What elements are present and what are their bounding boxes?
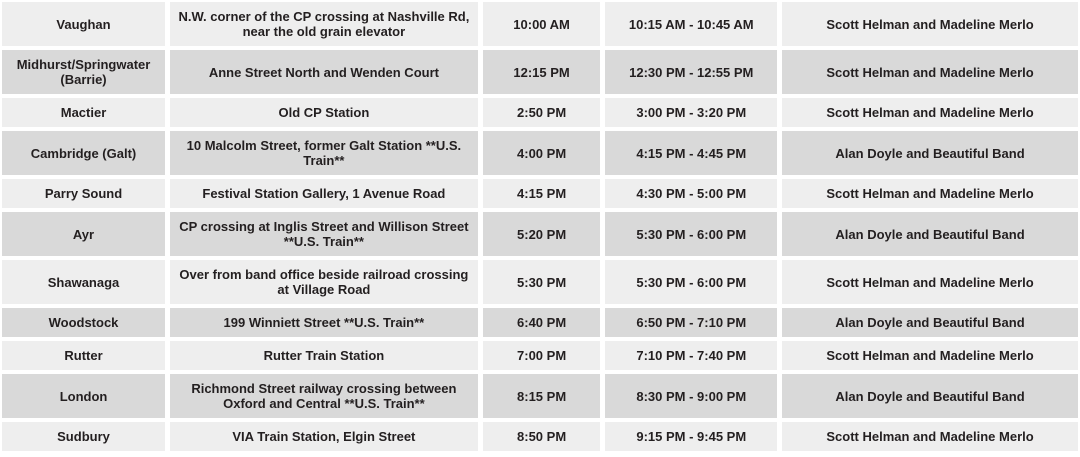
cell-performers: Scott Helman and Madeline Merlo	[782, 179, 1078, 208]
table-row: Sudbury VIA Train Station, Elgin Street 8:…	[2, 422, 1078, 451]
cell-arrival: 4:00 PM	[482, 131, 601, 175]
cell-arrival: 8:15 PM	[482, 374, 601, 418]
cell-venue: VIA Train Station, Elgin Street	[170, 422, 478, 451]
cell-performers: Alan Doyle and Beautiful Band	[782, 131, 1078, 175]
cell-performers: Alan Doyle and Beautiful Band	[782, 308, 1078, 337]
table-row: Mactier Old CP Station 2:50 PM 3:00 PM - 3:…	[2, 98, 1078, 127]
cell-show-time: 3:00 PM - 3:20 PM	[605, 98, 778, 127]
cell-venue: Festival Station Gallery, 1 Avenue Road	[170, 179, 478, 208]
table-row: London Richmond Street railway crossing b…	[2, 374, 1078, 418]
cell-show-time: 6:50 PM - 7:10 PM	[605, 308, 778, 337]
cell-performers: Scott Helman and Madeline Merlo	[782, 341, 1078, 370]
cell-arrival: 10:00 AM	[482, 2, 601, 46]
cell-show-time: 5:30 PM - 6:00 PM	[605, 260, 778, 304]
cell-show-time: 8:30 PM - 9:00 PM	[605, 374, 778, 418]
schedule-rows: Vaughan N.W. corner of the CP crossing at…	[2, 2, 1078, 451]
cell-performers: Alan Doyle and Beautiful Band	[782, 212, 1078, 256]
cell-arrival: 5:20 PM	[482, 212, 601, 256]
cell-show-time: 12:30 PM - 12:55 PM	[605, 50, 778, 94]
cell-venue: CP crossing at Inglis Street and Williso…	[170, 212, 478, 256]
cell-venue: 10 Malcolm Street, former Galt Station *…	[170, 131, 478, 175]
cell-venue: Over from band office beside railroad cr…	[170, 260, 478, 304]
cell-location: London	[2, 374, 166, 418]
cell-performers: Alan Doyle and Beautiful Band	[782, 374, 1078, 418]
cell-arrival: 8:50 PM	[482, 422, 601, 451]
cell-arrival: 6:40 PM	[482, 308, 601, 337]
table-row: Midhurst/Springwater (Barrie) Anne Street…	[2, 50, 1078, 94]
cell-location: Vaughan	[2, 2, 166, 46]
cell-location: Parry Sound	[2, 179, 166, 208]
table-row: Vaughan N.W. corner of the CP crossing at…	[2, 2, 1078, 46]
cell-arrival: 4:15 PM	[482, 179, 601, 208]
cell-location: Midhurst/Springwater (Barrie)	[2, 50, 166, 94]
cell-arrival: 7:00 PM	[482, 341, 601, 370]
cell-location: Ayr	[2, 212, 166, 256]
cell-show-time: 4:30 PM - 5:00 PM	[605, 179, 778, 208]
cell-performers: Scott Helman and Madeline Merlo	[782, 2, 1078, 46]
cell-show-time: 5:30 PM - 6:00 PM	[605, 212, 778, 256]
cell-show-time: 4:15 PM - 4:45 PM	[605, 131, 778, 175]
cell-arrival: 5:30 PM	[482, 260, 601, 304]
cell-location: Sudbury	[2, 422, 166, 451]
cell-performers: Scott Helman and Madeline Merlo	[782, 260, 1078, 304]
table-row: Shawanaga Over from band office beside ra…	[2, 260, 1078, 304]
table-row: Cambridge (Galt) 10 Malcolm Street, forme…	[2, 131, 1078, 175]
cell-location: Mactier	[2, 98, 166, 127]
cell-venue: 199 Winniett Street **U.S. Train**	[170, 308, 478, 337]
cell-performers: Scott Helman and Madeline Merlo	[782, 50, 1078, 94]
cell-arrival: 12:15 PM	[482, 50, 601, 94]
cell-venue: Rutter Train Station	[170, 341, 478, 370]
cell-show-time: 9:15 PM - 9:45 PM	[605, 422, 778, 451]
cell-location: Cambridge (Galt)	[2, 131, 166, 175]
cell-arrival: 2:50 PM	[482, 98, 601, 127]
cell-venue: Richmond Street railway crossing between…	[170, 374, 478, 418]
cell-location: Shawanaga	[2, 260, 166, 304]
table-row: Ayr CP crossing at Inglis Street and Will…	[2, 212, 1078, 256]
cell-location: Rutter	[2, 341, 166, 370]
cell-show-time: 7:10 PM - 7:40 PM	[605, 341, 778, 370]
cell-venue: Old CP Station	[170, 98, 478, 127]
table-row: Woodstock 199 Winniett Street **U.S. Trai…	[2, 308, 1078, 337]
cell-performers: Scott Helman and Madeline Merlo	[782, 422, 1078, 451]
cell-venue: Anne Street North and Wenden Court	[170, 50, 478, 94]
cell-performers: Scott Helman and Madeline Merlo	[782, 98, 1078, 127]
table-row: Rutter Rutter Train Station 7:00 PM 7:10 PM…	[2, 341, 1078, 370]
cell-venue: N.W. corner of the CP crossing at Nashvi…	[170, 2, 478, 46]
table-row: Parry Sound Festival Station Gallery, 1 A…	[2, 179, 1078, 208]
cell-show-time: 10:15 AM - 10:45 AM	[605, 2, 778, 46]
cell-location: Woodstock	[2, 308, 166, 337]
